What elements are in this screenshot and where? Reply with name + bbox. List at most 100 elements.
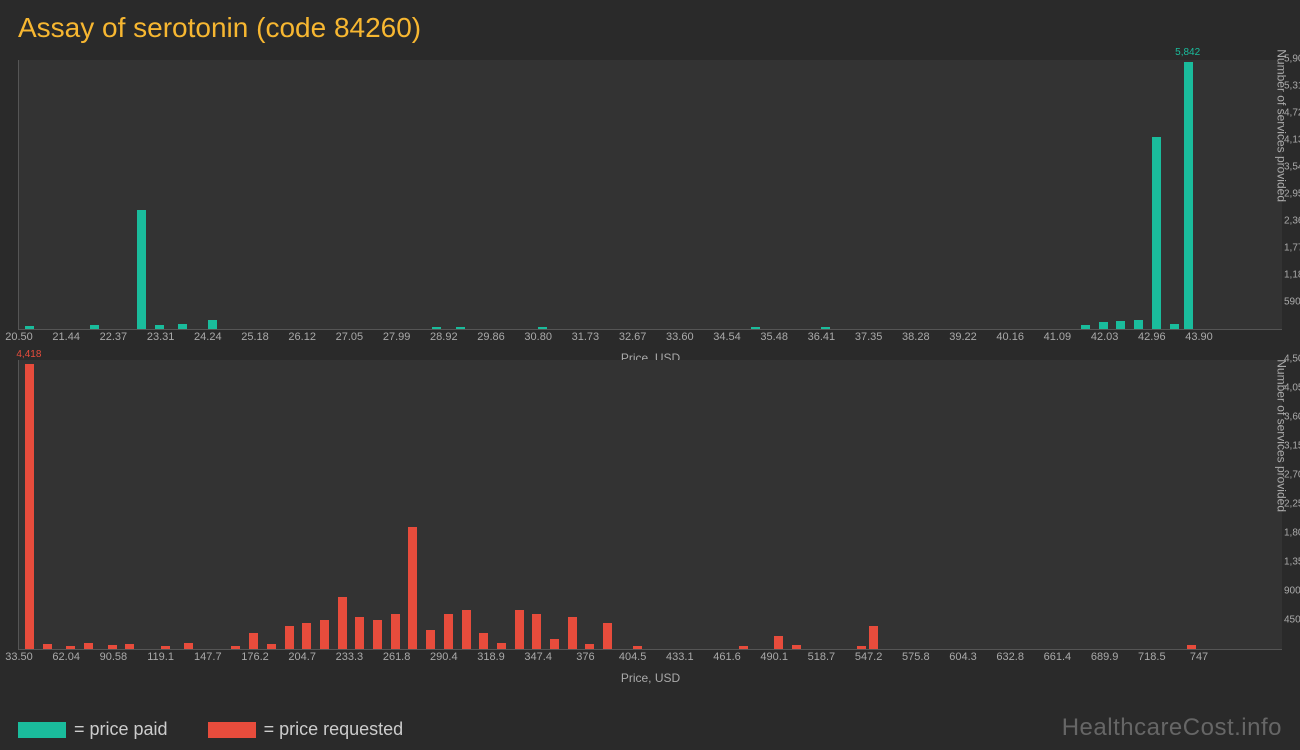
histogram-bar — [320, 620, 329, 649]
histogram-bar — [178, 324, 187, 329]
y-tick-label: 900 — [1284, 586, 1300, 597]
histogram-bar — [66, 646, 75, 649]
histogram-bar — [108, 645, 117, 649]
histogram-bar — [869, 626, 878, 649]
histogram-bar — [479, 633, 488, 649]
histogram-bar — [1187, 645, 1196, 649]
histogram-bar — [125, 644, 134, 649]
histogram-bar — [1152, 137, 1161, 329]
histogram-bar — [821, 327, 830, 329]
histogram-bar — [1184, 62, 1193, 329]
x-tick-label: 27.05 — [336, 331, 364, 343]
histogram-bar — [1170, 324, 1179, 329]
x-tick-label: 204.7 — [288, 651, 316, 663]
x-tick-label: 35.48 — [760, 331, 788, 343]
histogram-bar — [90, 325, 99, 329]
histogram-bar — [456, 327, 465, 329]
x-tick-label: 43.90 — [1185, 331, 1213, 343]
y-tick-label: 1,800 — [1284, 528, 1300, 539]
histogram-bar — [184, 643, 193, 649]
histogram-bar — [231, 646, 240, 649]
histogram-bar — [751, 327, 760, 329]
x-tick-label: 518.7 — [808, 651, 836, 663]
legend-swatch-red — [208, 722, 256, 738]
x-tick-label: 261.8 — [383, 651, 411, 663]
x-tick-label: 632.8 — [996, 651, 1024, 663]
histogram-bar — [408, 527, 417, 649]
histogram-bar — [25, 364, 34, 649]
x-tick-label: 547.2 — [855, 651, 883, 663]
y-tick-label: 1,770 — [1284, 243, 1300, 254]
histogram-bar — [792, 645, 801, 649]
histogram-bar — [739, 646, 748, 649]
histogram-bar — [355, 617, 364, 649]
histogram-bar — [1116, 321, 1125, 329]
x-tick-label: 176.2 — [241, 651, 269, 663]
histogram-bar — [538, 327, 547, 329]
x-tick-label: 347.4 — [524, 651, 552, 663]
x-tick-label: 33.60 — [666, 331, 694, 343]
chart-title: Assay of serotonin (code 84260) — [0, 0, 1300, 52]
histogram-bar — [338, 597, 347, 649]
y-axis-label: Number of services provided — [1275, 49, 1289, 202]
x-tick-label: 604.3 — [949, 651, 977, 663]
x-tick-label: 39.22 — [949, 331, 977, 343]
histogram-bar — [1081, 325, 1090, 329]
histogram-bar — [155, 325, 164, 329]
x-tick-label: 41.09 — [1044, 331, 1072, 343]
x-tick-label: 433.1 — [666, 651, 694, 663]
x-tick-label: 119.1 — [147, 651, 174, 663]
x-tick-label: 38.28 — [902, 331, 930, 343]
histogram-bar — [249, 633, 258, 649]
y-tick-label: 590 — [1284, 297, 1300, 308]
histogram-bar — [550, 639, 559, 649]
y-tick-label: 2,360 — [1284, 216, 1300, 227]
x-tick-label: 318.9 — [477, 651, 505, 663]
x-tick-label: 34.54 — [713, 331, 741, 343]
histogram-bar — [161, 646, 170, 649]
x-tick-label: 461.6 — [713, 651, 741, 663]
x-tick-label: 29.86 — [477, 331, 505, 343]
x-tick-label: 27.99 — [383, 331, 411, 343]
x-tick-label: 490.1 — [760, 651, 788, 663]
y-axis-label: Number of services provided — [1275, 359, 1289, 512]
histogram-bar — [585, 644, 594, 649]
x-tick-label: 42.03 — [1091, 331, 1119, 343]
x-tick-label: 62.04 — [52, 651, 80, 663]
histogram-bar — [603, 623, 612, 649]
x-tick-label: 36.41 — [808, 331, 836, 343]
histogram-bar — [432, 327, 441, 329]
x-tick-label: 20.50 — [5, 331, 33, 343]
x-tick-label: 21.44 — [52, 331, 80, 343]
bar-value-label: 5,842 — [1175, 47, 1200, 58]
histogram-bar — [84, 643, 93, 649]
watermark: HealthcareCost.info — [1062, 714, 1282, 742]
x-tick-label: 23.31 — [147, 331, 175, 343]
histogram-bar — [633, 646, 642, 649]
bar-value-label: 4,418 — [16, 349, 41, 360]
histogram-bar — [267, 644, 276, 649]
x-tick-label: 31.73 — [572, 331, 600, 343]
histogram-bar — [568, 617, 577, 649]
histogram-bar — [462, 610, 471, 649]
x-tick-label: 26.12 — [288, 331, 316, 343]
x-tick-label: 30.80 — [524, 331, 552, 343]
y-tick-label: 450 — [1284, 615, 1300, 626]
x-tick-label: 37.35 — [855, 331, 883, 343]
legend-item-requested: = price requested — [208, 719, 404, 740]
histogram-bar — [532, 614, 541, 649]
histogram-bar — [774, 636, 783, 649]
x-tick-label: 22.37 — [100, 331, 128, 343]
histogram-bar — [857, 646, 866, 649]
histogram-bar — [444, 614, 453, 649]
histogram-bar — [426, 630, 435, 649]
x-tick-label: 718.5 — [1138, 651, 1166, 663]
chart-price-paid: 5,842 20.5021.4422.3723.3124.2425.1826.1… — [18, 60, 1282, 330]
x-tick-label: 404.5 — [619, 651, 647, 663]
histogram-bar — [285, 626, 294, 649]
x-tick-label: 24.24 — [194, 331, 222, 343]
x-tick-label: 25.18 — [241, 331, 269, 343]
chart-price-requested: 4,418 33.5062.0490.58119.1147.7176.2204.… — [18, 360, 1282, 650]
histogram-bar — [391, 614, 400, 649]
histogram-bar — [208, 320, 217, 329]
